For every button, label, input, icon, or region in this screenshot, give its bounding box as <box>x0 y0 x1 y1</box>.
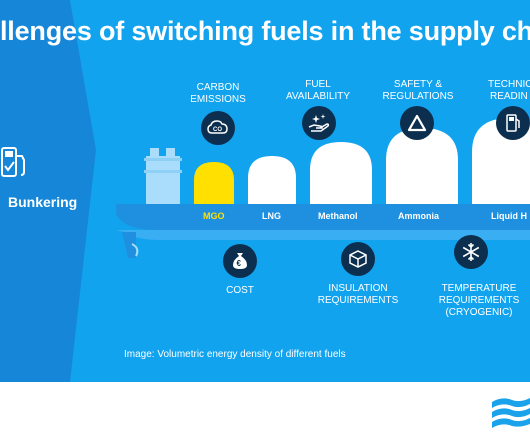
challenge-fuel-availability: FUEL AVAILABILITY <box>285 79 351 102</box>
ship-hull <box>116 204 530 230</box>
footer-area <box>0 382 530 442</box>
hand-sparkle-icon <box>302 106 336 140</box>
ship-propeller <box>131 243 139 257</box>
brand-logo-icon <box>492 398 530 428</box>
left-chevron-panel <box>0 0 96 382</box>
infographic-canvas: llenges of switching fuels in the supply… <box>0 0 530 382</box>
fuel-pump-icon <box>496 106 530 140</box>
cube-icon <box>341 242 375 276</box>
tank-label-lng: LNG <box>262 211 281 221</box>
tank-ammonia <box>386 128 458 206</box>
tank-methanol <box>310 142 372 206</box>
page-title: llenges of switching fuels in the supply… <box>0 16 530 46</box>
tank-liquid-h <box>472 118 530 206</box>
challenge-carbon-emissions: CARBON EMISSIONS <box>190 82 246 105</box>
triangle-warning-icon <box>400 106 434 140</box>
challenge-insulation-requirements: INSULATION REQUIREMENTS <box>317 283 399 306</box>
tank-label-methanol: Methanol <box>318 211 358 221</box>
tank-lng <box>248 156 296 206</box>
tank-label-mgo: MGO <box>203 211 225 221</box>
snowflake-icon <box>454 235 488 269</box>
svg-text:CO: CO <box>213 127 222 133</box>
tank-mgo <box>194 162 234 206</box>
bunkering-label: Bunkering <box>8 194 78 210</box>
tank-label-ammonia: Ammonia <box>398 211 440 221</box>
ship-illustration <box>116 118 530 258</box>
money-bag-icon: € <box>223 244 257 278</box>
challenge-safety-regulations: SAFETY & REGULATIONS <box>382 79 454 102</box>
ship-waterline <box>116 230 530 240</box>
left-band <box>0 0 96 382</box>
challenge-technical-readiness: TECHNIC READIN <box>488 79 530 102</box>
fuel-pump-icon <box>1 147 25 177</box>
ship-superstructure <box>144 148 182 206</box>
ship-rudder <box>122 232 136 258</box>
co2-icon: CO <box>201 111 235 145</box>
challenge-cost: COST <box>226 285 254 296</box>
tank-label-liquid-h: Liquid H <box>491 211 527 221</box>
svg-text:€: € <box>237 259 242 268</box>
image-caption: Image: Volumetric energy density of diff… <box>124 349 346 360</box>
challenge-temperature-requirements: TEMPERATURE REQUIREMENTS (CRYOGENIC) <box>438 283 520 318</box>
